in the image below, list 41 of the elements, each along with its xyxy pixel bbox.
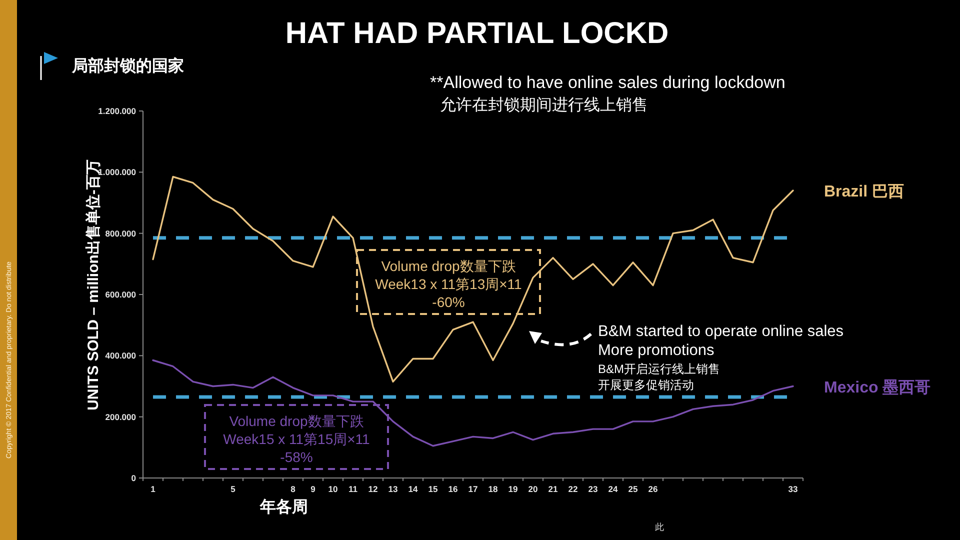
annotation: B&M started to operate online sales More promotions xyxy=(598,323,844,359)
x-tick-label: 15 xyxy=(428,484,438,494)
y-tick-label: 400.000 xyxy=(105,350,136,361)
x-tick-label: 16 xyxy=(448,484,458,494)
series-label: Brazil 巴西 xyxy=(824,184,904,201)
x-tick-label: 21 xyxy=(548,484,558,494)
x-tick-label: 9 xyxy=(310,484,316,494)
x-tick-label: 14 xyxy=(408,484,418,494)
x-axis-title: 年各周 xyxy=(259,498,308,516)
x-tick-label: 22 xyxy=(568,484,578,494)
x-tick-label: 23 xyxy=(588,484,598,494)
annotation: **Allowed to have online sales during lockdown 允许在封锁期间进行线上销售 xyxy=(430,73,786,114)
x-tick-label: 33 xyxy=(788,484,798,494)
y-tick-label: 600.000 xyxy=(105,290,136,300)
x-tick-label: 10 xyxy=(328,484,338,494)
y-tick-label: 800.000 xyxy=(105,228,136,238)
x-tick-label: 24 xyxy=(608,484,618,494)
x-tick-label: 1 xyxy=(150,484,156,494)
x-tick-label: 12 xyxy=(368,484,378,494)
y-tick-label: 0 xyxy=(131,473,136,483)
y-tick-label: 1.000.000 xyxy=(98,167,136,178)
x-tick-label: 20 xyxy=(528,484,538,494)
annotation: Volume drop数量下跌 Week15 x 11第15周×11 -58% xyxy=(223,413,370,465)
annotation: B&M开启运行线上销售 xyxy=(598,362,720,376)
y-tick-label: 200.000 xyxy=(105,412,136,422)
annotation: Volume drop数量下跌 Week13 x 11第13周×11 -60% xyxy=(375,258,522,310)
chart-subtitle: 局部封锁的国家 xyxy=(71,56,184,75)
x-tick-label: 19 xyxy=(508,484,518,494)
x-tick-label: 5 xyxy=(230,484,236,494)
text: 此 xyxy=(655,522,664,532)
x-tick-label: 17 xyxy=(468,484,478,494)
x-tick-label: 8 xyxy=(290,484,296,494)
x-tick-label: 11 xyxy=(348,484,358,494)
series-label: Mexico 墨西哥 xyxy=(824,378,931,396)
y-tick-label: 1.200.000 xyxy=(98,106,136,116)
chart-title: HAT HAD PARTIAL LOCKD xyxy=(285,17,669,50)
x-tick-label: 18 xyxy=(488,484,498,494)
x-tick-label: 26 xyxy=(648,484,658,494)
x-tick-label: 25 xyxy=(628,484,638,494)
x-tick-label: 13 xyxy=(388,484,398,494)
annotation: 开展更多促销活动 xyxy=(598,378,694,392)
